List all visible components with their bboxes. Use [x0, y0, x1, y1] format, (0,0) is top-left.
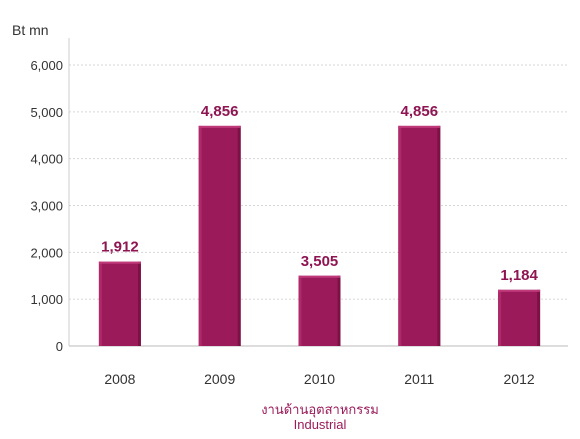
y-tick-label: 6,000: [30, 58, 63, 73]
y-tick-label: 0: [56, 339, 63, 354]
data-label: 4,856: [401, 103, 439, 120]
x-tick-label: 2008: [104, 371, 135, 387]
y-axis-ticks: 0 1,000 2,000 3,000 4,000 5,000 6,000: [30, 58, 63, 354]
bar-edge-left: [298, 275, 302, 346]
bar-edge-left: [198, 125, 202, 346]
x-axis-title-english: Industrial: [293, 417, 347, 432]
bar-edge-left: [98, 261, 102, 346]
bar-top-edge: [498, 289, 541, 292]
bar: [398, 125, 441, 346]
y-tick-label: 5,000: [30, 105, 63, 120]
data-label: 4,856: [201, 103, 239, 120]
data-label: 1,184: [500, 267, 538, 284]
x-axis-title-thai: งานด้านอุตสาหกรรม: [261, 402, 379, 417]
bar: [298, 275, 341, 346]
bar-top-edge: [398, 125, 441, 128]
bar: [98, 261, 141, 346]
bar: [198, 125, 241, 346]
bar-edge-right: [137, 261, 141, 346]
y-tick-label: 1,000: [30, 292, 63, 307]
y-tick-label: 4,000: [30, 152, 63, 167]
x-axis-ticks: 2008 2009 2010 2011 2012: [104, 371, 535, 387]
y-axis-unit-label: Bt mn: [12, 22, 49, 38]
y-tick-label: 2,000: [30, 245, 63, 260]
x-tick-label: 2010: [304, 371, 335, 387]
bar-top-edge: [198, 125, 241, 128]
bar-edge-left: [398, 125, 402, 346]
x-tick-label: 2012: [504, 371, 535, 387]
data-label: 3,505: [301, 253, 339, 270]
data-label: 1,912: [101, 239, 139, 256]
x-tick-label: 2009: [204, 371, 235, 387]
bar-top-edge: [298, 275, 341, 278]
bar-top-edge: [98, 261, 141, 264]
bars: [98, 125, 541, 346]
bar-edge-right: [437, 125, 441, 346]
bar-edge-right: [237, 125, 241, 346]
bar: [498, 289, 541, 346]
x-tick-label: 2011: [404, 371, 434, 387]
data-labels: 1,912 4,856 3,505 4,856 1,184: [101, 103, 538, 284]
bar-edge-left: [498, 289, 502, 346]
bar-edge-right: [537, 289, 541, 346]
y-tick-label: 3,000: [30, 199, 63, 214]
bar-edge-right: [337, 275, 341, 346]
